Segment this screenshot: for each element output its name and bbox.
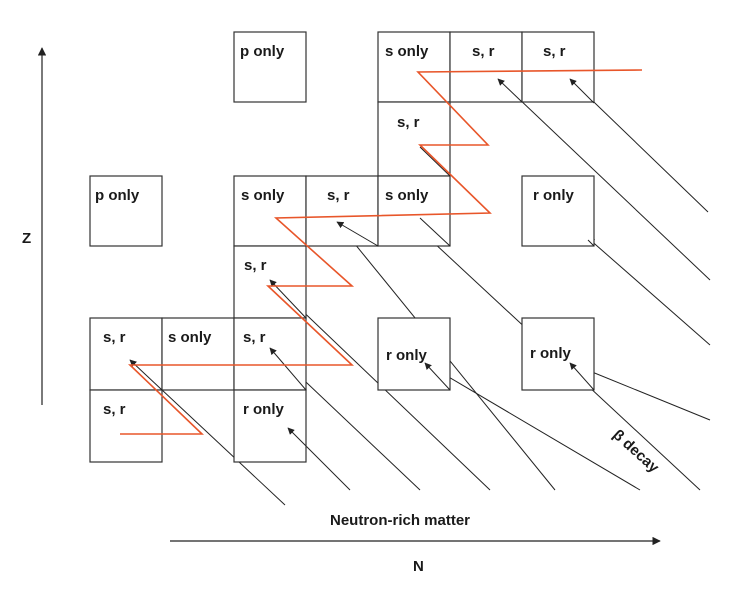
nuclide-boxes (89, 31, 595, 463)
nuclide-box (377, 101, 451, 177)
cell-label: s, r (103, 401, 126, 418)
cell-label: s, r (327, 187, 350, 204)
decay-line-overlay (569, 362, 595, 391)
s-process-path (120, 69, 643, 435)
cell-label: p only (240, 43, 285, 60)
nuclide-box (161, 317, 235, 391)
decay-line-overlay (336, 221, 379, 247)
beta-decay-label: β decay (609, 426, 662, 476)
cell-label: s, r (472, 43, 495, 60)
cell-label: s, r (103, 329, 126, 346)
nuclide-box (89, 389, 163, 463)
cell-label: r only (386, 347, 427, 364)
cell-label: s only (168, 329, 212, 346)
neutron-rich-label: Neutron-rich matter (330, 512, 470, 529)
nuclide-box (521, 317, 595, 391)
decay-line-overlay (269, 347, 307, 391)
cell-label: r only (533, 187, 574, 204)
nuclide-box (89, 175, 163, 247)
cell-label: s, r (397, 114, 420, 131)
decay-line-overlay (497, 78, 523, 103)
cell-label: r only (243, 401, 284, 418)
decay-line (424, 362, 641, 491)
nuclide-box (233, 389, 307, 463)
decay-line-overlay (419, 217, 451, 247)
nuclide-labels: p only s only s, r s, r s, r p only s on… (95, 43, 574, 418)
n-axis-label: N (413, 558, 424, 575)
cell-label: s only (385, 43, 429, 60)
decay-line (587, 237, 711, 346)
cell-label: r only (530, 345, 571, 362)
decay-line-overlay (287, 427, 307, 447)
cell-label: s, r (543, 43, 566, 60)
cell-label: s, r (244, 257, 267, 274)
nuclide-box (233, 31, 307, 103)
nuclide-box (377, 317, 451, 391)
beta-decay-overlays (129, 78, 595, 447)
decay-line-overlay (419, 146, 451, 177)
cell-label: p only (95, 187, 140, 204)
cell-label: s only (241, 187, 285, 204)
decay-line-overlay (569, 78, 595, 104)
cell-label: s only (385, 187, 429, 204)
nuclide-box (521, 175, 595, 247)
decay-line (497, 78, 711, 281)
decay-line-overlay (587, 239, 595, 247)
z-axis-label: Z (22, 230, 31, 247)
cell-label: s, r (243, 329, 266, 346)
decay-line-overlay (424, 362, 451, 391)
